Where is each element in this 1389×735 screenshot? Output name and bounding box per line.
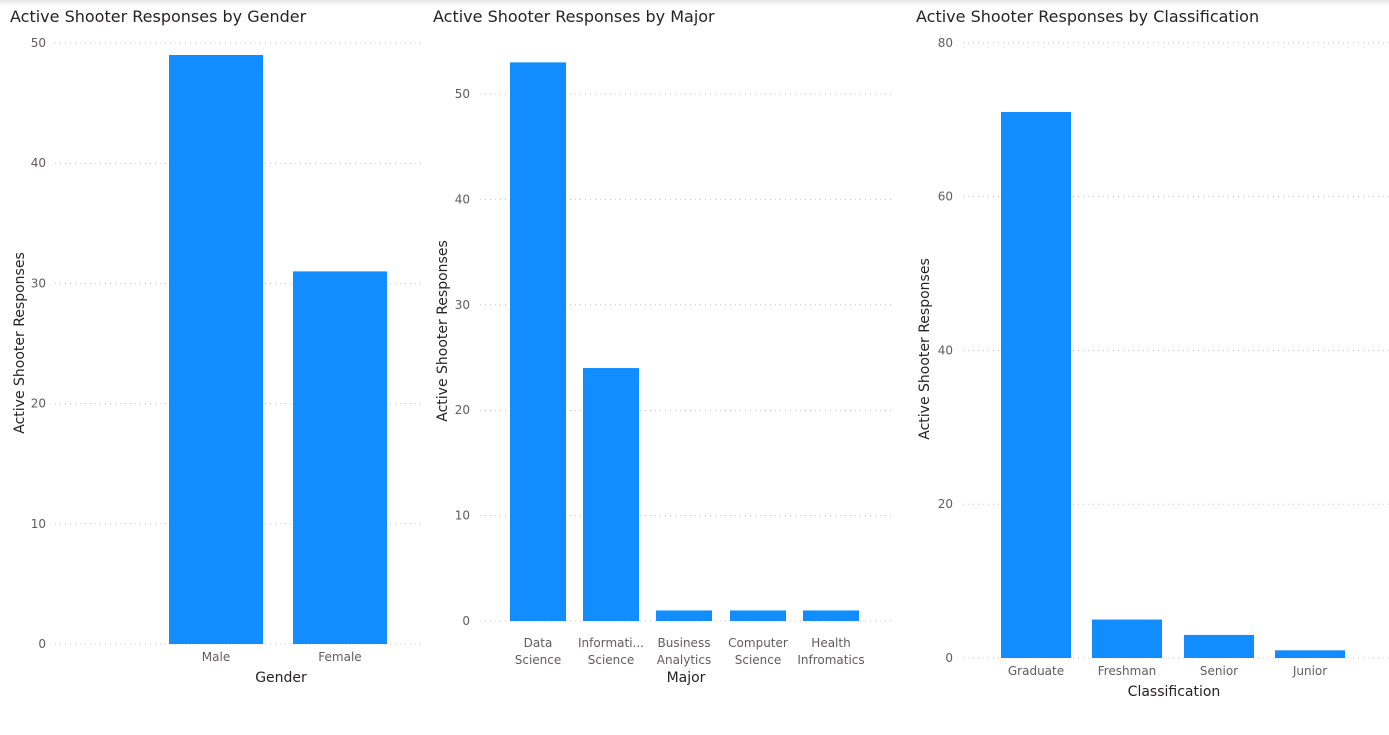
chart-title: Active Shooter Responses by Gender — [10, 7, 307, 26]
chart-title: Active Shooter Responses by Classificati… — [916, 7, 1259, 26]
bar[interactable] — [803, 610, 859, 621]
category-label: Health Infromatics — [797, 636, 864, 667]
category-label: Computer Science — [728, 636, 788, 667]
category-label: Graduate — [1008, 664, 1064, 678]
x-axis-title: Gender — [255, 670, 307, 686]
category-label: Junior — [1292, 664, 1327, 678]
y-tick-label: 40 — [938, 343, 953, 357]
category-label: Informati... Science — [578, 636, 644, 667]
bar[interactable] — [293, 271, 387, 644]
category-label: Male — [202, 650, 230, 664]
y-tick-label: 0 — [462, 614, 470, 628]
bar[interactable] — [1001, 112, 1071, 658]
bar[interactable] — [169, 55, 263, 644]
x-axis-title: Major — [667, 670, 706, 686]
y-tick-label: 10 — [455, 509, 470, 523]
x-axis-title: Classification — [1128, 684, 1221, 700]
y-tick-label: 60 — [938, 190, 953, 204]
y-tick-label: 10 — [31, 517, 46, 531]
y-axis-title: Active Shooter Responses — [435, 240, 451, 422]
chart-title: Active Shooter Responses by Major — [433, 7, 715, 26]
category-label: Freshman — [1098, 664, 1157, 678]
y-tick-label: 50 — [455, 87, 470, 101]
y-tick-label: 0 — [38, 637, 46, 651]
y-tick-label: 20 — [938, 497, 953, 511]
y-tick-label: 0 — [945, 651, 953, 665]
y-tick-label: 20 — [455, 403, 470, 417]
bar[interactable] — [1184, 634, 1254, 658]
y-tick-label: 30 — [31, 276, 46, 290]
y-tick-label: 80 — [938, 36, 953, 50]
bar[interactable] — [583, 368, 639, 621]
y-tick-label: 50 — [31, 36, 46, 50]
chart-classification: Active Shooter Responses by Classificati… — [916, 7, 1389, 700]
y-axis-title: Active Shooter Responses — [917, 258, 933, 440]
bar[interactable] — [510, 62, 566, 621]
bar[interactable] — [1275, 650, 1345, 658]
y-tick-label: 30 — [455, 298, 470, 312]
y-tick-label: 40 — [31, 156, 46, 170]
bar[interactable] — [730, 610, 786, 621]
chart-major: Active Shooter Responses by Major 0 10 20 3… — [433, 7, 893, 686]
category-label: Business Analytics — [657, 636, 712, 667]
category-label: Female — [318, 650, 361, 664]
category-label: Data Science — [515, 636, 562, 667]
bar[interactable] — [656, 610, 712, 621]
top-border — [0, 0, 1389, 6]
chart-gender: Active Shooter Responses by Gender 0 10 20… — [10, 7, 425, 686]
y-tick-label: 40 — [455, 192, 470, 206]
category-label: Senior — [1200, 664, 1238, 678]
y-axis-title: Active Shooter Responses — [12, 252, 28, 434]
y-tick-label: 20 — [31, 397, 46, 411]
bar[interactable] — [1092, 619, 1162, 658]
